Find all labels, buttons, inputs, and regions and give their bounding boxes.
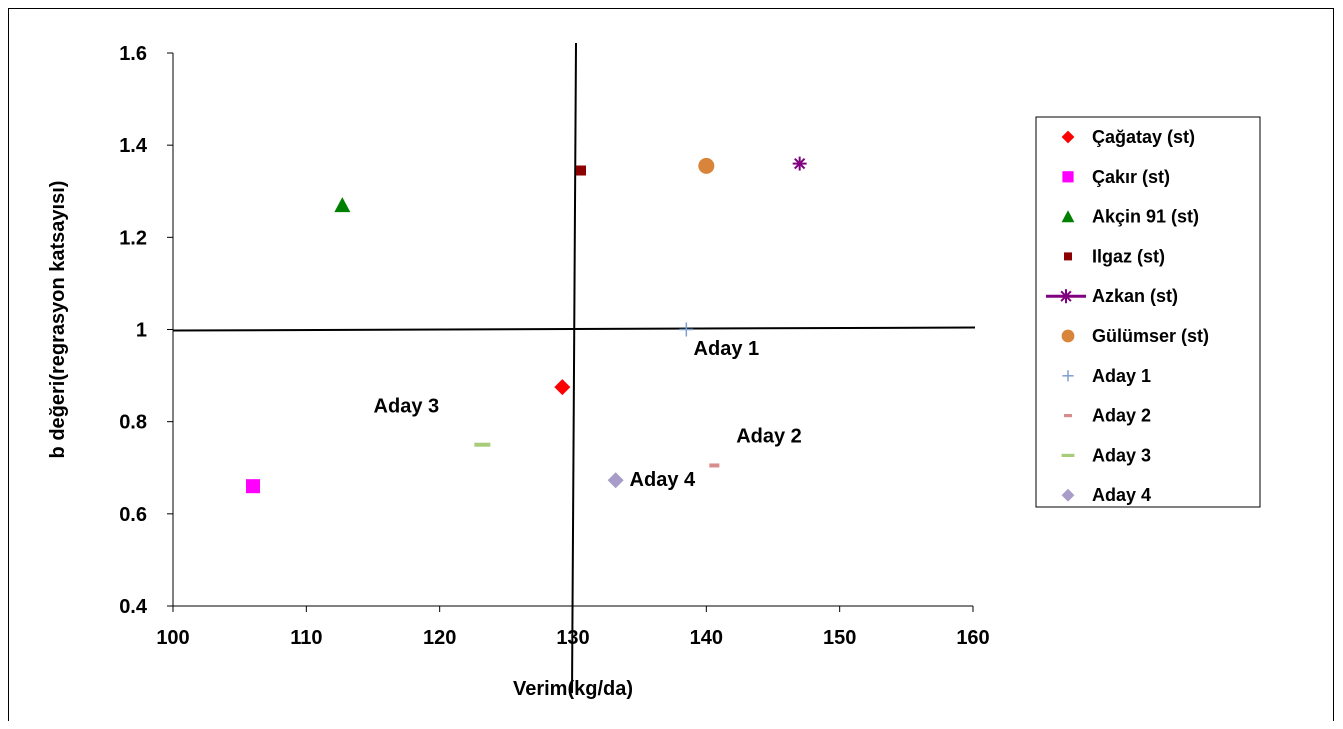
legend-marker xyxy=(1064,252,1072,261)
legend: Çağatay (st) Çakır (st) Akçin 91 (st) Ilgaz… xyxy=(1035,116,1261,508)
data-point xyxy=(554,379,571,396)
reference-lines xyxy=(172,42,976,694)
point-annotations: Aday 1 Aday 2 Aday 3 Aday 4 xyxy=(374,338,802,491)
data-point xyxy=(709,463,720,468)
horizontal-reference-line xyxy=(172,326,976,332)
x-tick-label: 140 xyxy=(690,627,723,649)
data-point xyxy=(679,322,694,337)
legend-label: Aday 2 xyxy=(1092,406,1151,426)
y-tick-label: 0.6 xyxy=(119,504,147,526)
point-annotation: Aday 2 xyxy=(736,425,802,447)
chart-frame xyxy=(8,8,1334,721)
data-point xyxy=(474,442,491,447)
legend-marker xyxy=(1062,171,1074,183)
data-point xyxy=(607,472,624,489)
marker-stroke xyxy=(1060,290,1072,302)
legend-marker xyxy=(1061,488,1075,502)
legend-label: Akçin 91 (st) xyxy=(1092,207,1199,227)
data-point xyxy=(334,197,351,213)
legend-marker xyxy=(1061,130,1075,144)
data-points xyxy=(246,156,807,494)
vertical-reference-line xyxy=(571,42,577,694)
y-tick-labels: 0.4 0.6 0.8 1 1.2 1.4 1.6 xyxy=(119,43,148,618)
x-tick-label: 100 xyxy=(156,627,189,649)
x-tick-label: 160 xyxy=(956,627,989,649)
data-point xyxy=(246,479,260,494)
legend-marker xyxy=(1061,453,1075,457)
y-tick-label: 1.2 xyxy=(119,227,147,249)
data-point xyxy=(792,156,807,171)
y-tick-label: 0.4 xyxy=(119,596,148,618)
point-annotation: Aday 4 xyxy=(630,469,696,491)
x-axis-title: Verim(kg/da) xyxy=(513,678,633,700)
legend-label: Çakır (st) xyxy=(1092,167,1170,187)
y-tick-label: 1 xyxy=(136,320,147,342)
x-tick-label: 150 xyxy=(823,627,856,649)
x-tick-label: 120 xyxy=(423,627,456,649)
point-annotation: Aday 1 xyxy=(694,338,760,360)
axes xyxy=(167,52,974,612)
y-tick-label: 1.4 xyxy=(119,135,148,157)
legend-marker xyxy=(1064,414,1072,418)
legend-label: Çağatay (st) xyxy=(1092,127,1195,147)
x-tick-labels: 100110120130140150160 xyxy=(156,627,989,649)
legend-label: Aday 3 xyxy=(1092,445,1151,465)
legend-label: Azkan (st) xyxy=(1092,286,1178,306)
legend-label: Ilgaz (st) xyxy=(1092,246,1165,266)
point-annotation: Aday 3 xyxy=(374,395,440,417)
data-point xyxy=(576,165,586,176)
legend-marker xyxy=(1062,370,1074,382)
legend-box xyxy=(1035,116,1261,508)
legend-label: Gülümser (st) xyxy=(1092,326,1209,346)
x-tick-label: 110 xyxy=(290,627,322,649)
legend-label: Aday 4 xyxy=(1092,485,1151,505)
legend-marker xyxy=(1061,329,1075,343)
y-axis-title: b değeri(regrasyon katsayısı) xyxy=(47,181,69,459)
legend-marker xyxy=(1061,210,1075,223)
y-tick-label: 1.6 xyxy=(119,43,147,65)
legend-marker xyxy=(1059,289,1073,304)
legend-label: Aday 1 xyxy=(1092,366,1151,386)
y-tick-label: 0.8 xyxy=(119,412,147,434)
data-point xyxy=(698,157,715,174)
marker-stroke xyxy=(794,157,806,170)
